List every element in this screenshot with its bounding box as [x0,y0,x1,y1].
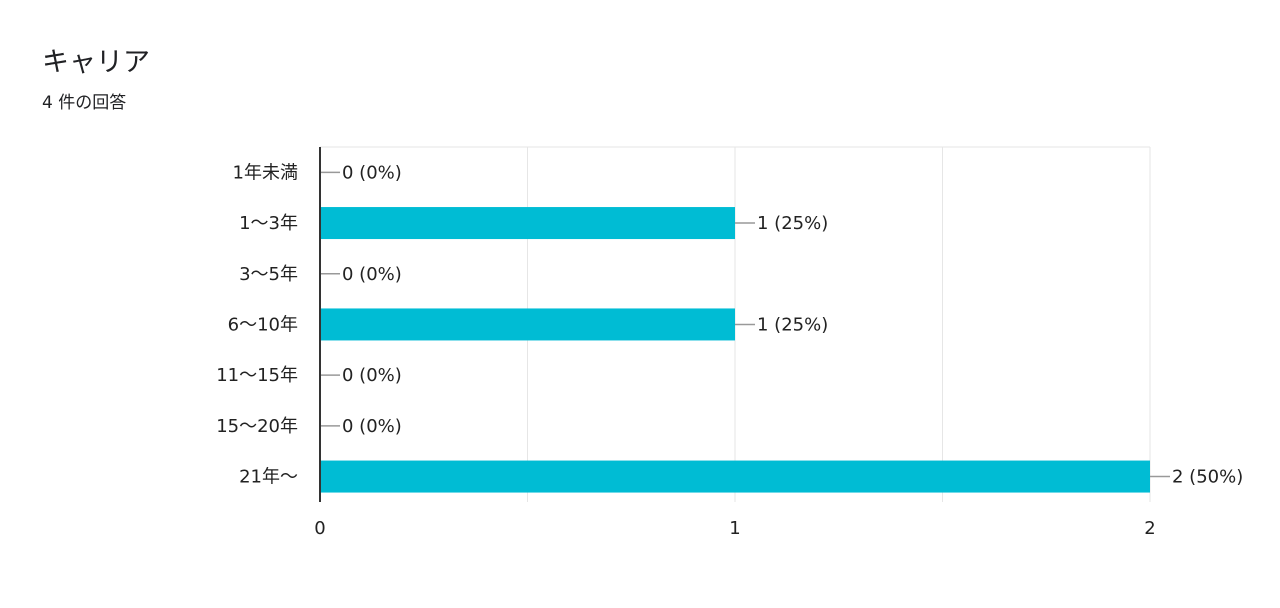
x-tick-label: 2 [1144,518,1155,539]
data-label: 0 (0%) [342,365,402,386]
response-count: 4 件の回答 [42,93,127,113]
data-label: 0 (0%) [342,416,402,437]
data-label: 1 (25%) [757,314,828,335]
category-label: 1〜3年 [239,213,298,234]
data-label: 1 (25%) [757,213,828,234]
x-tick-label: 0 [314,518,325,539]
chart-title: キャリア [42,47,150,78]
category-label: 6〜10年 [228,314,298,335]
category-label: 11〜15年 [216,365,298,386]
category-label: 1年未満 [233,162,298,183]
bar [320,308,735,341]
data-label: 0 (0%) [342,264,402,285]
data-label: 2 (50%) [1172,467,1243,488]
data-label: 0 (0%) [342,162,402,183]
bar [320,207,735,240]
bar [320,460,1150,493]
category-label: 21年〜 [239,467,298,488]
category-label: 3〜5年 [239,264,298,285]
category-label: 15〜20年 [216,416,298,437]
x-tick-label: 1 [729,518,740,539]
